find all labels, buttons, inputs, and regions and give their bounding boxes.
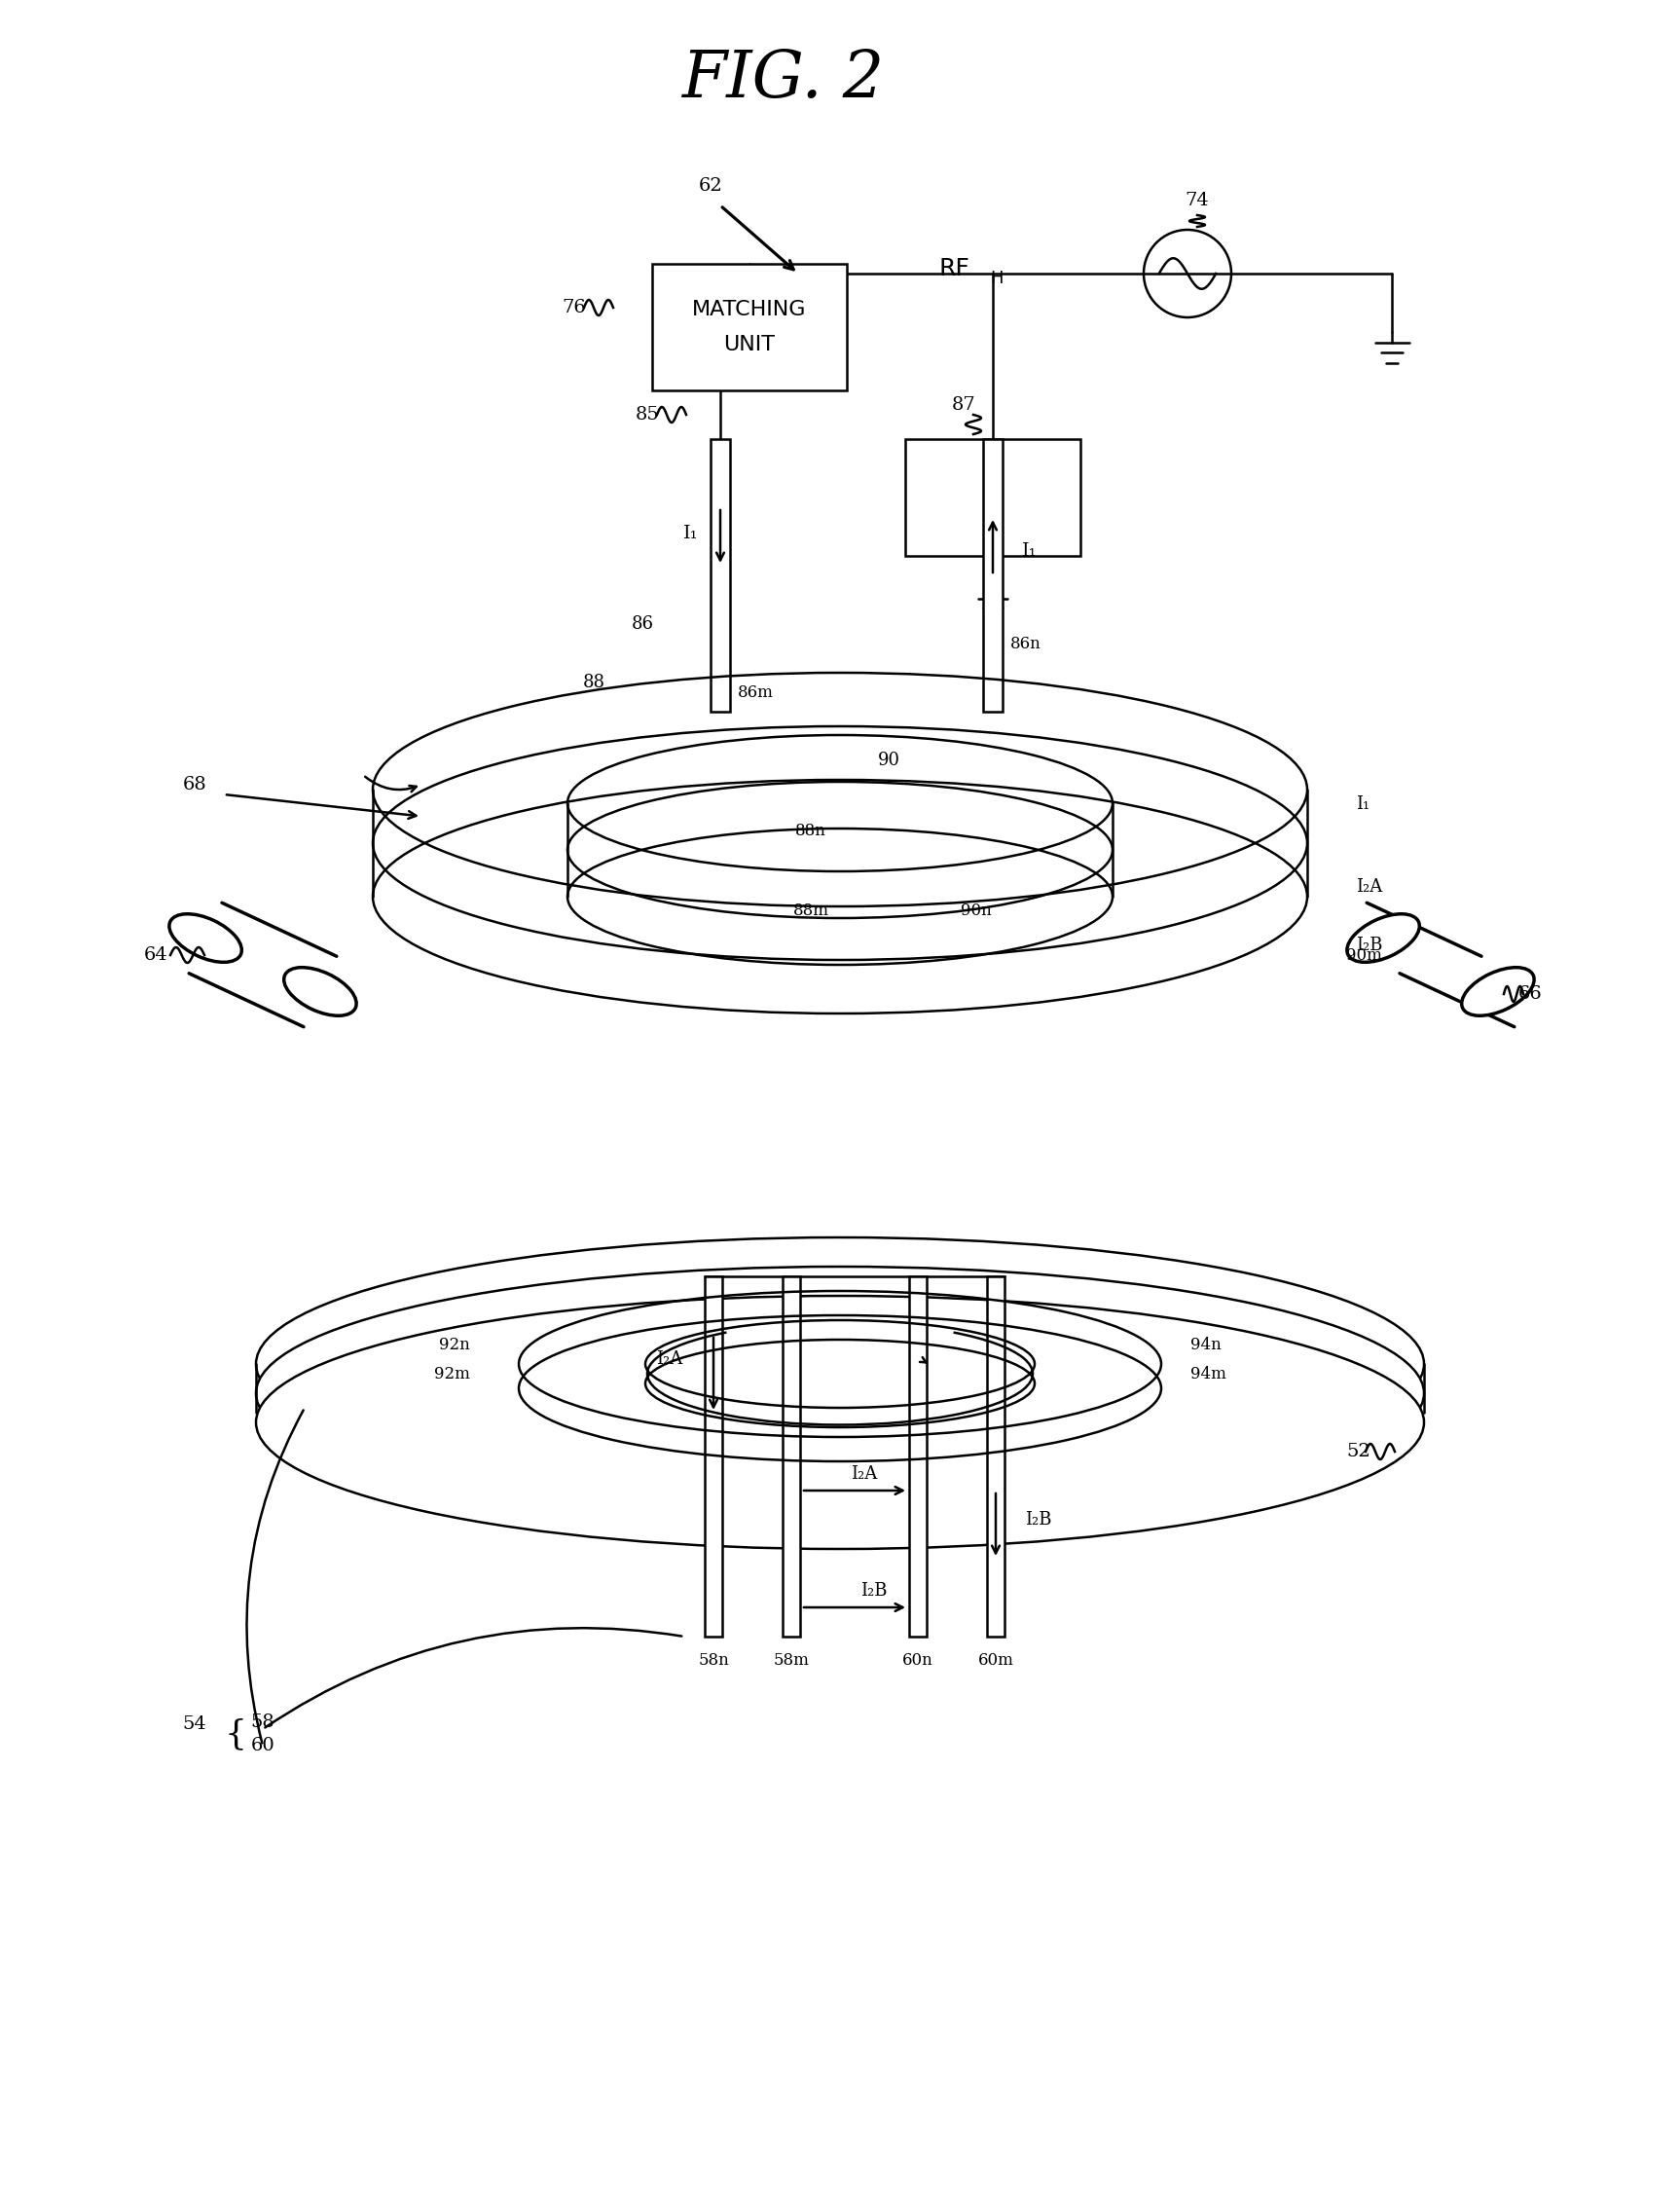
- Text: I₂A: I₂A: [1356, 878, 1383, 895]
- Text: 54: 54: [183, 1716, 207, 1733]
- Text: 87: 87: [951, 396, 976, 413]
- Text: 62: 62: [699, 177, 722, 195]
- Text: 60n: 60n: [902, 1652, 934, 1669]
- Text: 68: 68: [183, 776, 207, 794]
- Bar: [711, 440, 731, 712]
- Text: 92n: 92n: [438, 1335, 470, 1353]
- Text: 58: 58: [250, 1714, 276, 1731]
- Text: I₂B: I₂B: [1025, 1510, 1052, 1528]
- Bar: [704, 1276, 722, 1636]
- Text: 52: 52: [1346, 1444, 1371, 1461]
- Text: UNIT: UNIT: [724, 334, 774, 354]
- Text: 58n: 58n: [697, 1652, 729, 1669]
- Bar: [986, 1276, 1005, 1636]
- Ellipse shape: [255, 1267, 1425, 1519]
- Text: 90m: 90m: [1346, 946, 1383, 964]
- Text: MATCHING: MATCHING: [692, 301, 806, 318]
- Ellipse shape: [255, 1296, 1425, 1550]
- Bar: [783, 1276, 800, 1636]
- Text: 88n: 88n: [795, 822, 827, 838]
- Text: 60: 60: [250, 1738, 276, 1753]
- Ellipse shape: [170, 913, 242, 962]
- Bar: [909, 1276, 927, 1636]
- Text: I₂B: I₂B: [1356, 937, 1383, 955]
- Bar: [906, 440, 1080, 555]
- Text: 92m: 92m: [433, 1366, 470, 1382]
- Text: 58m: 58m: [773, 1652, 810, 1669]
- Text: I₁: I₁: [684, 524, 699, 542]
- Text: 86n: 86n: [1010, 635, 1042, 652]
- Text: I₁: I₁: [1021, 542, 1037, 559]
- Text: RF: RF: [939, 256, 969, 281]
- Text: I₂B: I₂B: [860, 1583, 887, 1599]
- Text: H: H: [990, 270, 1003, 287]
- Text: FIG. 2: FIG. 2: [682, 46, 884, 111]
- Text: {: {: [223, 1718, 247, 1751]
- Bar: [983, 440, 1003, 712]
- Text: 76: 76: [563, 298, 586, 316]
- Text: 88: 88: [583, 674, 605, 692]
- Text: 66: 66: [1519, 986, 1542, 1004]
- Text: 90: 90: [877, 752, 900, 769]
- Text: 60m: 60m: [978, 1652, 1013, 1669]
- Text: 64: 64: [144, 946, 168, 964]
- Ellipse shape: [284, 968, 356, 1015]
- Text: I₁: I₁: [1356, 796, 1369, 814]
- Text: 74: 74: [1184, 192, 1210, 210]
- Text: I₂A: I₂A: [657, 1351, 684, 1369]
- Bar: [652, 263, 847, 391]
- Text: 86m: 86m: [738, 683, 774, 701]
- Ellipse shape: [1347, 913, 1420, 962]
- Ellipse shape: [255, 1238, 1425, 1490]
- Text: 94n: 94n: [1191, 1335, 1221, 1353]
- Ellipse shape: [1462, 968, 1534, 1015]
- Text: 94m: 94m: [1191, 1366, 1226, 1382]
- Text: 86: 86: [632, 615, 654, 632]
- Text: 85: 85: [635, 407, 659, 425]
- Text: I₂A: I₂A: [852, 1466, 877, 1484]
- Text: 88m: 88m: [793, 902, 828, 920]
- Text: 90n: 90n: [961, 902, 991, 920]
